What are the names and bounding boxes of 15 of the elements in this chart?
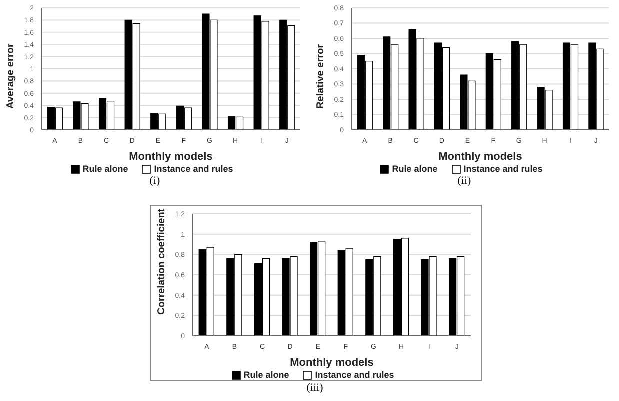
y-axis-title: Relative error	[316, 44, 327, 109]
x-axis-title: Monthly models	[290, 357, 374, 369]
legend-label: Instance and rules	[154, 164, 234, 174]
text: (iii)	[306, 381, 324, 395]
legend-label: Rule alone	[244, 370, 290, 380]
text: (i)	[148, 174, 162, 188]
legend-label: Instance and rules	[464, 164, 543, 174]
legend-label: Rule alone	[82, 164, 128, 174]
y-axis-title: Correlation coefficient	[156, 208, 168, 315]
x-axis-title: Monthly models	[438, 151, 522, 163]
x-axis-title: Monthly models	[129, 151, 213, 163]
text: (ii)	[456, 174, 472, 188]
y-axis-title: Average error	[6, 44, 17, 109]
legend-label: Instance and rules	[315, 370, 394, 380]
legend-label: Rule alone	[392, 164, 438, 174]
